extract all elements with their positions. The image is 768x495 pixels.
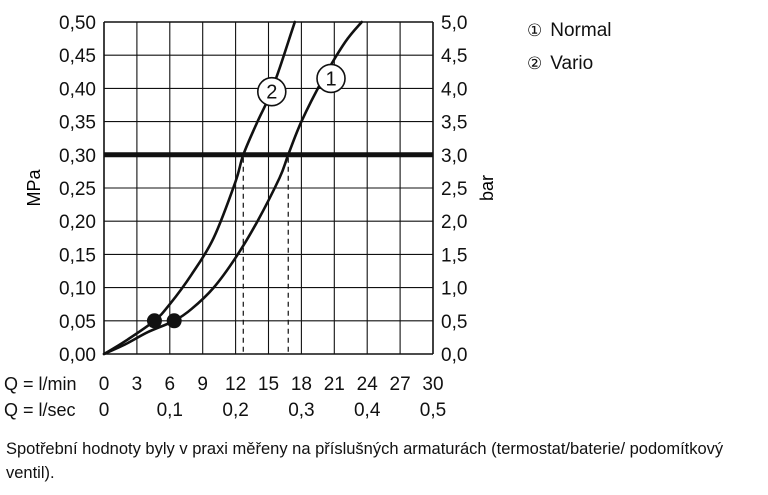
- y-tick-label-left: 0,35: [59, 113, 96, 134]
- y-tick-label-left: 0,30: [59, 146, 96, 167]
- x-tick-label: 21: [324, 374, 345, 395]
- x-tick-label: 0: [99, 400, 110, 421]
- points-layer: [146, 313, 182, 329]
- legend-symbol-2: ②: [527, 54, 543, 74]
- legend-label-vario: Vario: [550, 53, 594, 74]
- series-marker-label-2: 2: [266, 82, 277, 104]
- legend-item-vario: ② Vario: [527, 53, 593, 75]
- x-tick-label: 0,3: [288, 400, 314, 421]
- legend-symbol-1: ①: [527, 21, 543, 41]
- series-markers-layer: 12: [256, 63, 346, 107]
- y-tick-label-right: 4,0: [441, 79, 467, 100]
- x-tick-label: 18: [291, 374, 312, 395]
- x-tick-label: 0,4: [354, 400, 381, 421]
- x-tick-label: 0: [99, 374, 110, 395]
- x-tick-label: 0,2: [222, 400, 248, 421]
- y-tick-label-left: 0,10: [59, 279, 96, 300]
- grid: [103, 21, 434, 355]
- y-tick-label-right: 0,0: [441, 345, 467, 366]
- y-tick-label-left: 0,20: [59, 212, 96, 233]
- series-marker-circle-2: [256, 76, 287, 107]
- x-tick-label: 0,1: [157, 400, 183, 421]
- y-tick-label-right: 3,0: [441, 146, 467, 167]
- x-axis-row-label: Q = l/sec: [4, 400, 76, 420]
- y-tick-label-right: 2,0: [441, 212, 467, 233]
- x-tick-label: 3: [132, 374, 143, 395]
- legend-item-normal: ① Normal: [527, 20, 611, 42]
- y-tick-label-right: 3,5: [441, 113, 467, 134]
- y-tick-label-left: 0,40: [59, 79, 96, 100]
- x-tick-label: 24: [357, 374, 379, 395]
- y-tick-label-right: 2,5: [441, 179, 467, 200]
- y-tick-label-right: 5,0: [441, 13, 467, 34]
- x-axis-row-label: Q = l/min: [4, 374, 77, 394]
- y-tick-label-right: 4,5: [441, 46, 467, 67]
- y-axis-label-left: MPa: [24, 169, 44, 207]
- y-tick-label-left: 0,15: [59, 245, 96, 266]
- y-tick-label-right: 1,5: [441, 245, 467, 266]
- x-tick-label: 9: [197, 374, 208, 395]
- x-tick-label: 12: [225, 374, 246, 395]
- legend-label-normal: Normal: [550, 20, 612, 41]
- y-tick-label-left: 0,50: [59, 13, 96, 34]
- flow-pressure-chart: 12 0,000,050,100,150,200,250,300,350,400…: [4, 13, 497, 421]
- y-tick-label-right: 1,0: [441, 279, 467, 300]
- x-tick-label: 27: [390, 374, 411, 395]
- y-tick-label-left: 0,05: [59, 312, 96, 333]
- drop-lines-layer: [242, 157, 289, 354]
- y-tick-label-right: 0,5: [441, 312, 467, 333]
- x-tick-label: 6: [165, 374, 176, 395]
- data-point-series-2: [146, 313, 162, 329]
- y-axis-label-right: bar: [477, 175, 497, 201]
- data-point-series-1: [166, 313, 182, 329]
- y-tick-label-left: 0,00: [59, 345, 96, 366]
- series-marker-circle-1: [316, 63, 346, 94]
- x-tick-label: 0,5: [420, 400, 446, 421]
- y-tick-label-left: 0,25: [59, 179, 96, 200]
- series-marker-label-1: 1: [325, 68, 336, 90]
- tick-labels-layer: 0,000,050,100,150,200,250,300,350,400,45…: [4, 13, 467, 421]
- footnote: Spotřební hodnoty byly v praxi měřeny na…: [6, 440, 724, 482]
- y-tick-label-left: 0,45: [59, 46, 96, 67]
- x-tick-label: 15: [258, 374, 279, 395]
- x-tick-label: 30: [422, 374, 443, 395]
